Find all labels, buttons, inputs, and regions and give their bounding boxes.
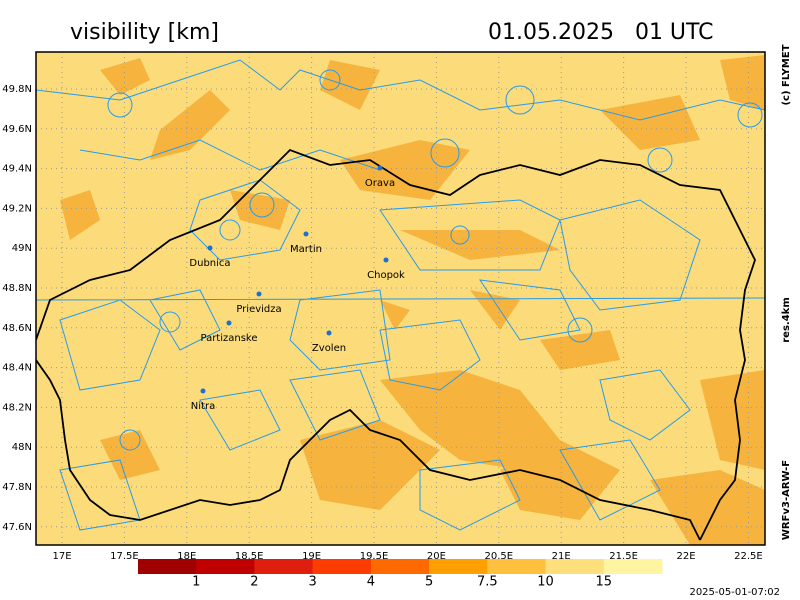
lat-label: 49.8N	[2, 84, 32, 95]
city-label: Nitra	[191, 401, 215, 412]
colorbar-swatch	[312, 559, 372, 574]
copyright: (c) FLYMET	[781, 44, 792, 105]
lat-label: 48.2N	[2, 402, 32, 413]
lat-label: 48N	[12, 442, 32, 453]
city-marker	[383, 257, 389, 263]
lon-label: 20E	[427, 551, 446, 562]
lat-label: 49.2N	[2, 203, 32, 214]
colorbar-label: 10	[537, 575, 554, 590]
map: 49.8N 49.6N 49.4N 49.2N 49N 48.8N 48.6N 48.4N 48…	[2, 51, 766, 562]
colorbar-label: 4	[367, 575, 375, 590]
orange-areas	[60, 55, 765, 545]
lat-label: 48.4N	[2, 363, 32, 374]
lon-label: 22.5E	[734, 551, 763, 562]
resolution: res.4km	[781, 297, 792, 343]
city-marker	[200, 388, 206, 394]
lon-label: 22E	[676, 551, 695, 562]
colorbar-swatch	[254, 559, 314, 574]
colorbar-swatch	[138, 559, 197, 574]
colorbar: 1 2 3 4 5 7.5 10 15	[138, 559, 663, 590]
lat-label: 47.8N	[2, 482, 32, 493]
city-marker	[207, 245, 213, 251]
lat-label: 49.4N	[2, 164, 32, 175]
lat-label: 49.6N	[2, 124, 32, 135]
lon-label: 19.5E	[360, 551, 389, 562]
lon-label: 18E	[177, 551, 196, 562]
boundaries	[36, 59, 765, 541]
city-marker	[226, 320, 232, 326]
city-label: Partizanske	[200, 333, 257, 344]
colorbar-label: 15	[596, 575, 613, 590]
time: 01.05.2025 01 UTC	[488, 20, 714, 45]
colorbar-swatch	[603, 559, 663, 574]
city-marker	[303, 231, 309, 237]
colorbar-label: 2	[250, 575, 258, 590]
city-label: Zvolen	[312, 343, 346, 354]
colorbar-swatch	[370, 559, 430, 574]
lat-label: 48.8N	[2, 283, 32, 294]
colorbar-swatch	[196, 559, 255, 574]
city-marker	[326, 330, 332, 336]
colorbar-swatch	[429, 559, 488, 574]
map-frame	[35, 51, 766, 546]
lon-label: 17E	[52, 551, 71, 562]
lat-label: 47.6N	[2, 522, 32, 533]
city-label: Prievidza	[236, 304, 281, 315]
lat-label: 48.6N	[2, 323, 32, 334]
colorbar-label: 3	[309, 575, 317, 590]
lon-label: 20.5E	[485, 551, 514, 562]
lon-label: 18.5E	[235, 551, 264, 562]
colorbar-label: 5	[425, 575, 433, 590]
city-label: Chopok	[367, 270, 405, 281]
lon-label: 19E	[302, 551, 321, 562]
city-marker	[256, 291, 262, 297]
lon-label: 21.5E	[609, 551, 638, 562]
lon-label: 17.5E	[110, 551, 139, 562]
title: visibility [km]	[70, 20, 219, 45]
lat-label: 49N	[12, 243, 32, 254]
model: WRFv3-ARW-F	[781, 460, 792, 540]
lon-label: 21E	[552, 551, 571, 562]
colorbar-label: 7.5	[477, 575, 498, 590]
city-marker	[377, 165, 383, 171]
city-label: Orava	[365, 178, 395, 189]
colorbar-swatch	[545, 559, 605, 574]
city-label: Martin	[290, 244, 322, 255]
timestamp: 2025-05-01-07:02	[689, 587, 780, 598]
colorbar-label: 1	[192, 575, 200, 590]
colorbar-swatch	[487, 559, 547, 574]
city-label: Dubnica	[189, 258, 230, 269]
